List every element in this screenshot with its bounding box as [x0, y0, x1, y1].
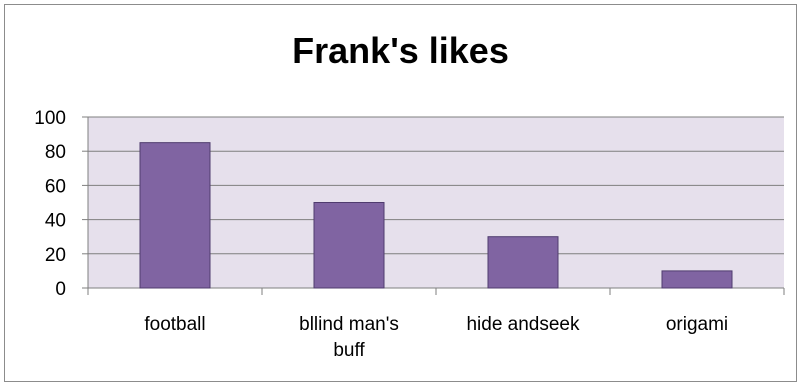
- y-tick-label: 20: [45, 245, 66, 266]
- x-category-label: bllind man's: [299, 314, 399, 335]
- y-tick-label: 0: [55, 279, 66, 300]
- x-category-label: origami: [666, 314, 728, 335]
- y-tick-label: 80: [45, 142, 66, 163]
- y-tick-label: 60: [45, 176, 66, 197]
- x-category-label: football: [144, 314, 205, 335]
- chart-title: Frank's likes: [292, 30, 509, 71]
- x-category-label: hide andseek: [466, 314, 580, 335]
- bar-3: [661, 270, 733, 289]
- x-category-label: buff: [333, 340, 365, 361]
- bar-0: [139, 142, 211, 289]
- y-tick-label: 100: [34, 108, 66, 129]
- y-tick-label: 40: [45, 211, 66, 232]
- bar-2: [487, 236, 559, 289]
- bar-1: [313, 202, 385, 289]
